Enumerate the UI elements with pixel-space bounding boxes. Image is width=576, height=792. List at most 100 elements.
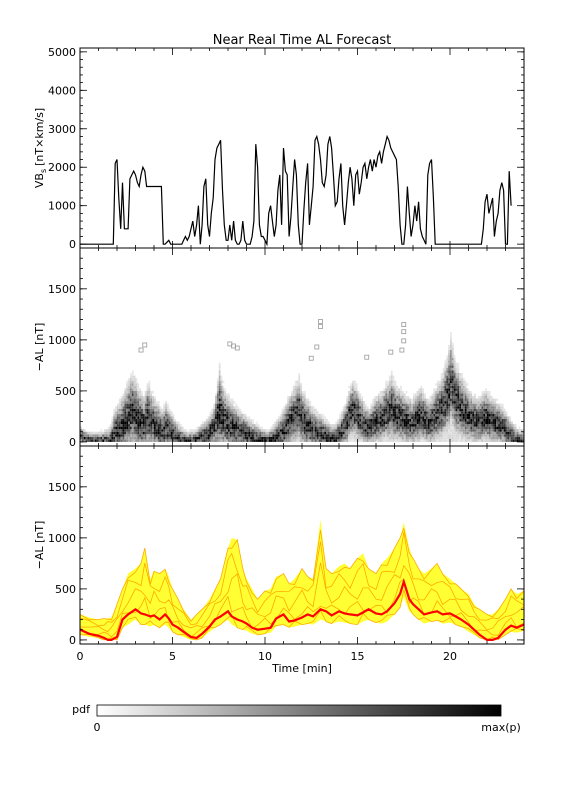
pdf-cell bbox=[287, 398, 290, 402]
pdf-cell bbox=[438, 436, 441, 440]
pdf-cell bbox=[442, 421, 445, 425]
pdf-cell bbox=[364, 439, 367, 442]
pdf-cell bbox=[263, 434, 265, 437]
pdf-cell bbox=[300, 416, 302, 419]
pdf-cell bbox=[429, 424, 432, 427]
pdf-cell bbox=[292, 429, 295, 432]
pdf-cell bbox=[398, 393, 401, 396]
pdf-cell bbox=[168, 429, 171, 432]
pdf-cell bbox=[233, 406, 236, 409]
pdf-cell bbox=[494, 408, 497, 412]
pdf-cell bbox=[129, 406, 132, 409]
pdf-cell bbox=[113, 408, 116, 412]
pdf-cell bbox=[165, 424, 167, 427]
pdf-cell bbox=[296, 424, 299, 427]
pdf-cell bbox=[220, 418, 223, 422]
pdf-cell bbox=[442, 431, 445, 435]
pdf-cell bbox=[289, 424, 291, 427]
pdf-cell bbox=[309, 418, 312, 422]
pdf-cell bbox=[461, 390, 463, 394]
pdf-cell bbox=[240, 434, 243, 437]
pdf-cell bbox=[216, 395, 219, 399]
pdf-cell bbox=[448, 411, 450, 414]
pdf-cell bbox=[448, 357, 450, 361]
pdf-cell bbox=[226, 418, 228, 422]
pdf-cell bbox=[366, 426, 369, 430]
pdf-cell bbox=[133, 411, 136, 414]
pdf-cell bbox=[122, 436, 125, 440]
pdf-cell bbox=[503, 436, 506, 440]
pdf-cell bbox=[222, 418, 225, 422]
pdf-cell bbox=[157, 436, 160, 440]
pdf-cell bbox=[239, 429, 241, 432]
pdf-cell bbox=[126, 401, 129, 404]
pdf-cell bbox=[118, 398, 121, 402]
pdf-cell bbox=[154, 421, 156, 425]
pdf-cell bbox=[420, 418, 423, 422]
pdf-cell bbox=[331, 429, 334, 432]
pdf-cell bbox=[89, 439, 92, 442]
pdf-cell bbox=[148, 426, 151, 430]
pdf-cell bbox=[483, 439, 486, 442]
pdf-cell bbox=[233, 401, 236, 404]
pdf-cell bbox=[166, 406, 169, 409]
pdf-cell bbox=[237, 416, 240, 419]
pdf-cell bbox=[179, 434, 182, 437]
pdf-cell bbox=[401, 426, 404, 430]
pdf-cell bbox=[351, 408, 354, 412]
pdf-cell bbox=[494, 424, 497, 427]
pdf-cell bbox=[363, 424, 365, 427]
pdf-cell bbox=[361, 439, 364, 442]
pdf-cell bbox=[492, 406, 495, 409]
pdf-cell bbox=[420, 429, 423, 432]
pdf-cell bbox=[444, 388, 447, 391]
pdf-cell bbox=[302, 426, 304, 430]
pdf-cell bbox=[481, 416, 484, 419]
pdf-cell bbox=[142, 426, 145, 430]
pdf-cell bbox=[470, 439, 473, 442]
pdf-cell bbox=[522, 434, 524, 437]
pdf-cell bbox=[344, 421, 347, 425]
pdf-cell bbox=[390, 383, 393, 386]
pdf-cell bbox=[302, 431, 304, 435]
pdf-cell bbox=[388, 408, 391, 412]
pdf-cell bbox=[509, 436, 512, 440]
pdf-cell bbox=[407, 421, 410, 425]
pdf-cell bbox=[514, 436, 517, 440]
pdf-cell bbox=[379, 431, 382, 435]
pdf-cell bbox=[218, 398, 221, 402]
pdf-cell bbox=[179, 429, 182, 432]
pdf-cell bbox=[340, 413, 343, 417]
pdf-cell bbox=[422, 411, 425, 414]
pdf-cell bbox=[422, 418, 425, 422]
pdf-cell bbox=[359, 426, 362, 430]
pdf-cell bbox=[255, 431, 258, 435]
pdf-cell bbox=[450, 334, 452, 338]
pdf-cell bbox=[342, 411, 345, 414]
pdf-cell bbox=[381, 395, 384, 399]
pdf-cell bbox=[383, 408, 386, 412]
pdf-cell bbox=[118, 431, 121, 435]
pdf-cell bbox=[353, 429, 356, 432]
pdf-cell bbox=[253, 436, 256, 440]
pdf-cell bbox=[490, 418, 493, 422]
pdf-cell bbox=[133, 413, 136, 417]
pdf-cell bbox=[155, 429, 158, 432]
pdf-cell bbox=[276, 426, 278, 430]
pdf-cell bbox=[92, 439, 95, 442]
pdf-cell bbox=[174, 424, 177, 427]
pdf-cell bbox=[300, 418, 302, 422]
pdf-cell bbox=[224, 421, 227, 425]
pdf-cell bbox=[120, 416, 123, 419]
pdf-cell bbox=[359, 406, 362, 409]
pdf-cell bbox=[416, 411, 419, 414]
pdf-cell bbox=[216, 424, 219, 427]
pdf-cell bbox=[377, 416, 380, 419]
pdf-cell bbox=[498, 424, 500, 427]
pdf-cell bbox=[528, 437, 530, 440]
pdf-cell bbox=[437, 413, 439, 417]
pdf-cell bbox=[435, 390, 438, 394]
pdf-cell bbox=[413, 418, 415, 422]
pdf-cell bbox=[509, 431, 512, 435]
